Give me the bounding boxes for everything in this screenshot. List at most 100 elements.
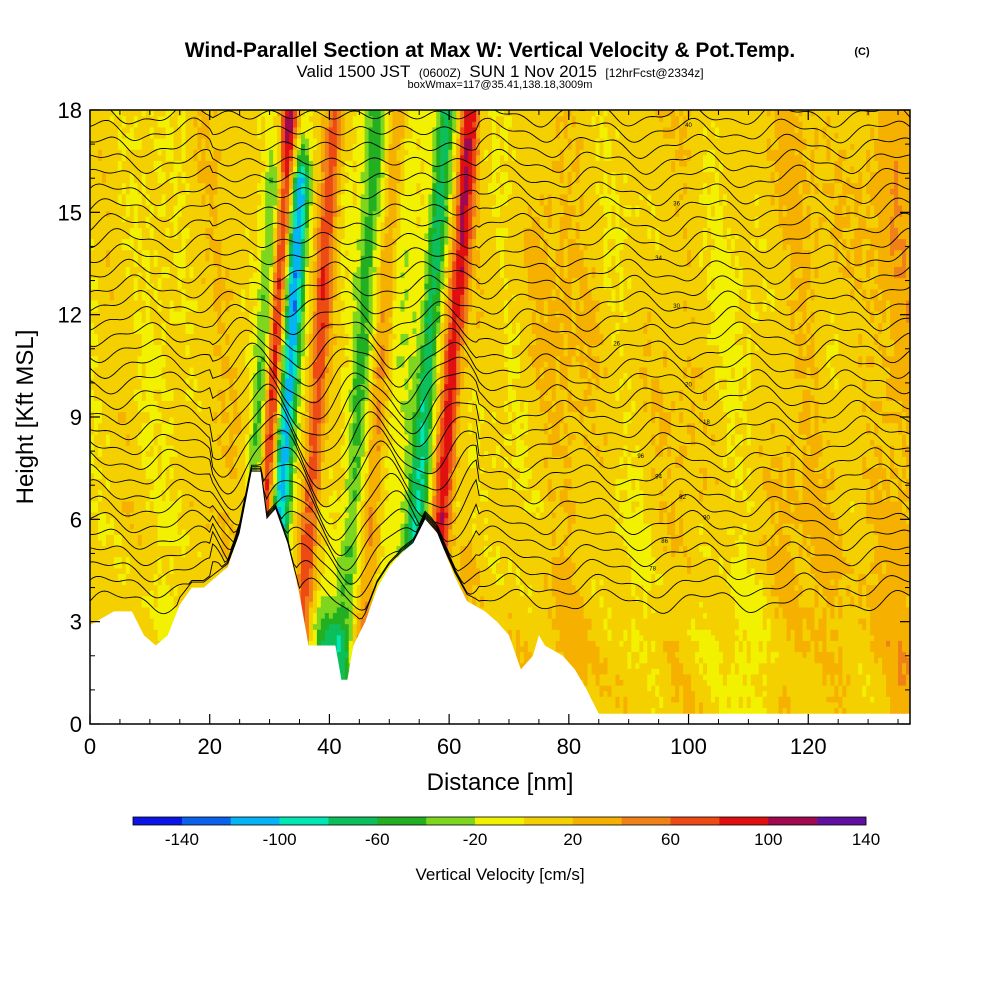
- velocity-cell: [185, 333, 191, 340]
- velocity-cell: [165, 350, 171, 357]
- velocity-cell: [253, 238, 258, 245]
- velocity-cell: [245, 383, 250, 390]
- velocity-cell: [213, 243, 219, 251]
- velocity-cell: [245, 417, 250, 424]
- velocity-cell: [201, 350, 207, 357]
- velocity-cell: [229, 377, 234, 385]
- velocity-cell: [173, 227, 179, 234]
- velocity-cell: [221, 216, 227, 223]
- velocity-cell: [105, 467, 111, 474]
- velocity-cell: [201, 355, 207, 362]
- velocity-cell: [90, 394, 95, 401]
- velocity-cell: [145, 444, 151, 452]
- velocity-cell: [201, 506, 207, 513]
- velocity-cell: [121, 316, 127, 323]
- velocity-cell: [165, 528, 171, 535]
- velocity-cell: [133, 456, 139, 463]
- velocity-cell: [101, 154, 107, 161]
- velocity-cell: [173, 165, 179, 173]
- velocity-cell: [173, 232, 179, 240]
- velocity-cell: [213, 199, 219, 206]
- velocity-cell: [173, 338, 179, 346]
- velocity-cell: [225, 176, 231, 184]
- velocity-cell: [257, 305, 262, 312]
- velocity-cell: [145, 366, 151, 374]
- velocity-cell: [157, 216, 163, 223]
- velocity-cell: [233, 355, 238, 362]
- velocity-cell: [169, 417, 175, 424]
- velocity-cell: [113, 338, 119, 346]
- velocity-cell: [201, 562, 207, 569]
- velocity-cell: [153, 160, 159, 167]
- velocity-cell: [113, 149, 119, 156]
- velocity-cell: [181, 137, 187, 145]
- velocity-cell: [237, 428, 242, 435]
- velocity-cell: [173, 556, 179, 563]
- velocity-cell: [257, 154, 262, 161]
- velocity-cell: [181, 294, 187, 301]
- velocity-cell: [125, 550, 131, 558]
- velocity-cell: [90, 299, 95, 307]
- velocity-cell: [181, 143, 187, 150]
- velocity-cell: [93, 176, 99, 184]
- velocity-cell: [213, 400, 219, 407]
- velocity-cell: [233, 417, 238, 424]
- velocity-cell: [177, 601, 183, 608]
- velocity-cell: [233, 338, 238, 346]
- velocity-cell: [229, 132, 234, 139]
- velocity-cell: [265, 294, 270, 301]
- velocity-cell: [229, 405, 234, 413]
- velocity-cell: [173, 305, 179, 312]
- velocity-cell: [209, 366, 215, 374]
- velocity-cell: [153, 517, 159, 524]
- velocity-cell: [233, 260, 238, 267]
- velocity-cell: [153, 143, 159, 150]
- velocity-cell: [141, 629, 147, 636]
- velocity-cell: [245, 444, 250, 452]
- velocity-cell: [157, 405, 163, 413]
- velocity-cell: [169, 126, 175, 134]
- velocity-cell: [209, 277, 215, 284]
- velocity-cell: [265, 266, 270, 273]
- velocity-cell: [137, 338, 143, 346]
- velocity-cell: [161, 400, 167, 407]
- velocity-cell: [153, 366, 159, 374]
- velocity-cell: [241, 405, 246, 413]
- velocity-cell: [189, 506, 195, 513]
- velocity-cell: [197, 137, 203, 145]
- velocity-cell: [185, 132, 191, 139]
- velocity-cell: [129, 344, 135, 351]
- velocity-cell: [193, 271, 199, 279]
- velocity-cell: [145, 383, 151, 390]
- velocity-cell: [233, 467, 238, 474]
- velocity-cell: [213, 489, 219, 496]
- velocity-cell: [105, 126, 111, 134]
- velocity-cell: [209, 350, 215, 357]
- velocity-cell: [213, 467, 219, 474]
- velocity-cell: [121, 355, 127, 362]
- velocity-cell: [241, 266, 246, 273]
- velocity-cell: [149, 216, 155, 223]
- velocity-cell: [117, 294, 123, 301]
- velocity-cell: [169, 500, 175, 508]
- velocity-cell: [157, 299, 163, 307]
- velocity-cell: [241, 132, 246, 139]
- velocity-cell: [90, 188, 95, 195]
- velocity-cell: [133, 283, 139, 290]
- velocity-cell: [141, 483, 147, 491]
- velocity-cell: [133, 227, 139, 234]
- velocity-cell: [113, 483, 119, 491]
- velocity-cell: [193, 149, 199, 156]
- velocity-cell: [101, 511, 107, 519]
- velocity-cell: [137, 288, 143, 295]
- velocity-cell: [125, 327, 131, 334]
- velocity-cell: [101, 590, 107, 597]
- velocity-cell: [177, 383, 183, 390]
- velocity-cell: [109, 545, 115, 552]
- velocity-cell: [165, 171, 171, 178]
- velocity-cell: [229, 204, 234, 212]
- velocity-cell: [165, 450, 171, 457]
- velocity-cell: [101, 216, 107, 223]
- velocity-cell: [201, 316, 207, 323]
